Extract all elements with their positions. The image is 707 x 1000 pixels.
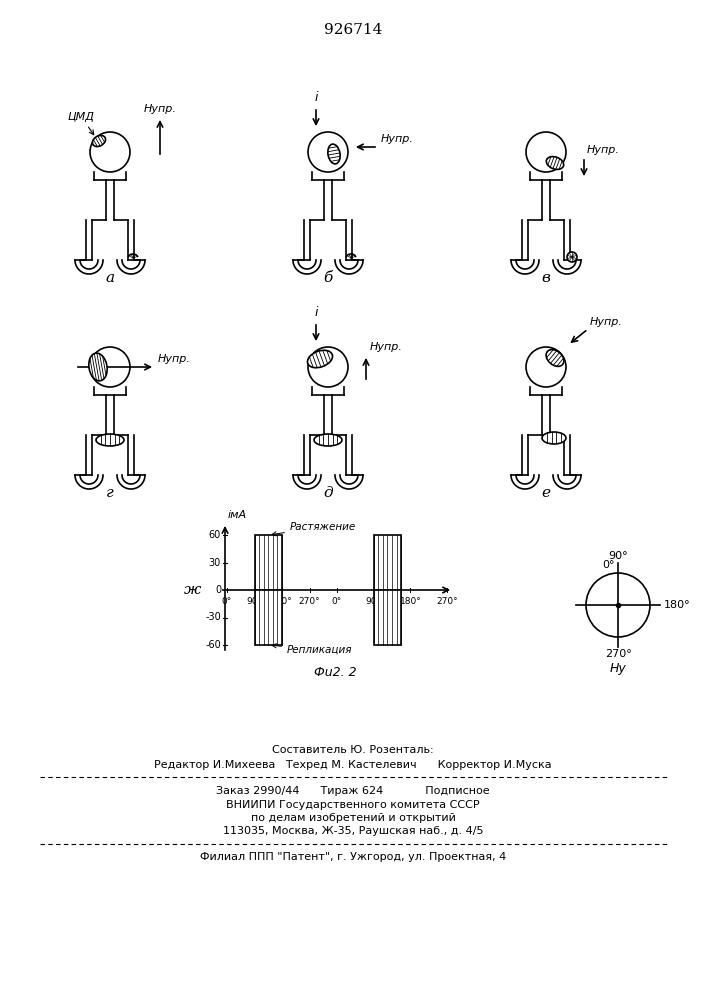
Text: Hупр.: Hупр. — [370, 342, 403, 352]
Circle shape — [90, 347, 130, 387]
Circle shape — [308, 132, 348, 172]
Circle shape — [90, 132, 130, 172]
Text: Репликация: Репликация — [272, 644, 353, 655]
Text: Hупр.: Hупр. — [587, 145, 620, 155]
Text: е: е — [542, 486, 551, 500]
Text: 0: 0 — [215, 585, 221, 595]
Text: Редактор И.Михеева   Техред М. Кастелевич      Корректор И.Муска: Редактор И.Михеева Техред М. Кастелевич … — [154, 760, 551, 770]
Bar — [374, 535, 401, 590]
Circle shape — [526, 132, 566, 172]
Text: Hупр.: Hупр. — [590, 317, 623, 327]
Text: Составитель Ю. Розенталь:: Составитель Ю. Розенталь: — [272, 745, 434, 755]
Bar — [255, 590, 282, 645]
Ellipse shape — [96, 434, 124, 446]
Text: 0°: 0° — [602, 560, 615, 570]
Text: по делам изобретений и открытий: по делам изобретений и открытий — [250, 813, 455, 823]
Text: 113035, Москва, Ж-35, Раушская наб., д. 4/5: 113035, Москва, Ж-35, Раушская наб., д. … — [223, 826, 484, 836]
Text: -60: -60 — [205, 640, 221, 650]
Text: в: в — [542, 271, 551, 285]
Text: 270°: 270° — [436, 597, 458, 606]
Text: ЦМД: ЦМД — [68, 112, 95, 135]
Text: Филиал ППП "Патент", г. Ужгород, ул. Проектная, 4: Филиал ППП "Патент", г. Ужгород, ул. Про… — [200, 852, 506, 862]
Text: ж: ж — [185, 583, 201, 597]
Text: Растяжение: Растяжение — [272, 522, 356, 536]
Text: 180°: 180° — [271, 597, 293, 606]
Text: 180°: 180° — [664, 600, 691, 610]
Text: Hу: Hу — [609, 662, 626, 675]
Text: ВНИИПИ Государственного комитета СССР: ВНИИПИ Государственного комитета СССР — [226, 800, 480, 810]
Text: 926714: 926714 — [324, 23, 382, 37]
Text: 90°: 90° — [247, 597, 262, 606]
Ellipse shape — [546, 350, 564, 366]
Ellipse shape — [89, 353, 107, 381]
Ellipse shape — [93, 135, 105, 147]
Text: Заказ 2990/44      Тираж 624            Подписное: Заказ 2990/44 Тираж 624 Подписное — [216, 786, 490, 796]
Text: 180°: 180° — [399, 597, 421, 606]
Text: -30: -30 — [205, 612, 221, 622]
Ellipse shape — [542, 432, 566, 444]
Text: 270°: 270° — [298, 597, 320, 606]
Ellipse shape — [328, 144, 340, 164]
Ellipse shape — [314, 434, 342, 446]
Text: Hупр.: Hупр. — [381, 134, 414, 144]
Bar — [374, 590, 401, 645]
Ellipse shape — [308, 350, 332, 368]
Text: Hупр.: Hупр. — [158, 354, 191, 364]
Text: a: a — [105, 271, 115, 285]
Text: 0°: 0° — [332, 597, 342, 606]
Text: 90°: 90° — [608, 551, 628, 561]
Text: 30: 30 — [209, 558, 221, 568]
Text: i: i — [314, 306, 317, 319]
Text: д: д — [323, 486, 333, 500]
Circle shape — [526, 347, 566, 387]
Text: 60: 60 — [209, 530, 221, 540]
Text: Фu2. 2: Фu2. 2 — [314, 666, 356, 680]
Ellipse shape — [547, 157, 563, 169]
Text: Hупр.: Hупр. — [144, 104, 177, 114]
Text: г: г — [106, 486, 114, 500]
Text: б: б — [323, 271, 332, 285]
Text: 0°: 0° — [222, 597, 232, 606]
Text: 90°: 90° — [366, 597, 382, 606]
Text: iмА: iмА — [228, 510, 247, 520]
Circle shape — [308, 347, 348, 387]
Text: 270°: 270° — [604, 649, 631, 659]
Text: i: i — [314, 91, 317, 104]
Circle shape — [567, 252, 577, 262]
Bar — [255, 535, 282, 590]
